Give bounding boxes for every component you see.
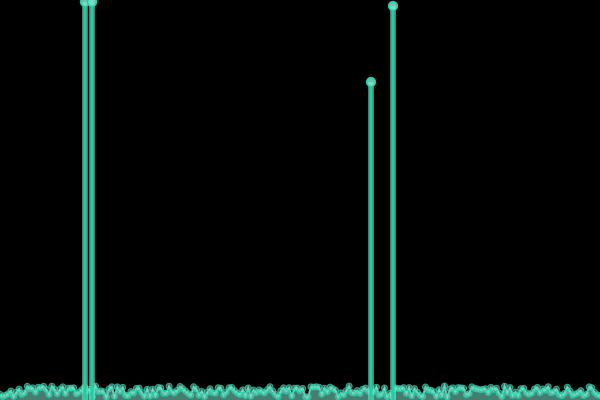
data-point-marker — [274, 393, 282, 400]
data-point-marker — [70, 384, 78, 392]
data-point-marker — [187, 391, 195, 399]
data-point-marker — [299, 385, 307, 392]
data-point-marker — [102, 393, 110, 400]
data-point-marker — [498, 393, 506, 400]
data-point-marker — [419, 393, 427, 400]
peak-marker — [86, 0, 98, 8]
data-point-marker — [285, 384, 293, 392]
data-point-marker — [157, 384, 165, 392]
data-point-marker — [119, 383, 127, 391]
data-point-marker — [100, 388, 108, 396]
data-point-marker — [21, 389, 28, 397]
data-point-marker — [45, 391, 53, 398]
data-point-marker — [596, 392, 600, 400]
data-point-marker — [514, 392, 522, 399]
peak-spike-series — [82, 0, 396, 400]
data-point-marker — [212, 389, 219, 397]
data-point-marker — [152, 391, 159, 399]
data-point-marker — [288, 392, 296, 400]
data-point-marker — [247, 392, 255, 400]
data-point-marker — [544, 383, 552, 391]
peak-marker-series — [79, 0, 399, 88]
data-point-marker — [345, 382, 353, 390]
data-point-marker — [435, 386, 443, 394]
data-point-marker — [242, 392, 249, 399]
data-point-marker — [465, 390, 473, 398]
data-point-marker — [582, 390, 590, 398]
data-point-marker — [15, 385, 23, 393]
data-point-marker — [408, 392, 416, 400]
data-point-marker — [381, 384, 388, 392]
data-point-marker — [378, 390, 386, 398]
data-point-marker — [552, 385, 560, 393]
peak-marker — [387, 0, 399, 12]
data-point-marker — [304, 393, 312, 400]
data-point-marker — [111, 392, 118, 400]
data-point-marker — [143, 385, 151, 393]
peak-marker — [365, 76, 377, 88]
data-point-marker — [217, 384, 225, 392]
data-point-marker — [332, 386, 339, 394]
data-point-marker — [165, 382, 173, 390]
data-point-marker — [506, 384, 514, 392]
data-point-marker — [372, 383, 380, 391]
data-point-marker — [441, 382, 448, 390]
data-point-marker — [146, 392, 154, 400]
data-point-marker — [443, 393, 451, 400]
data-point-marker — [460, 384, 468, 392]
